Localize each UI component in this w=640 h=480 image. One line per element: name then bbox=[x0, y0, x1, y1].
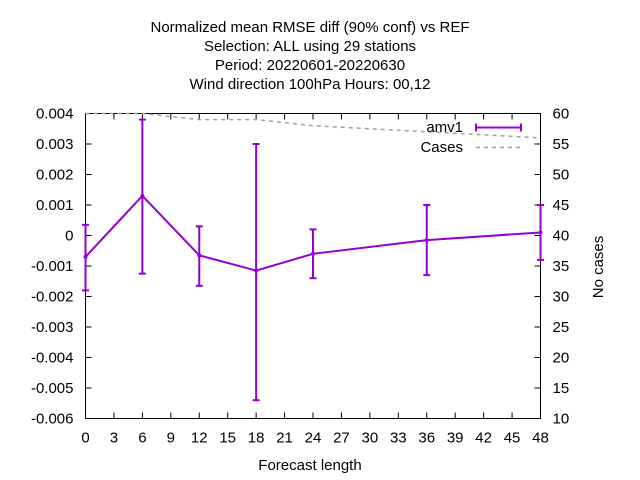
x-tick-label: 18 bbox=[248, 430, 265, 447]
y2-tick-label: 55 bbox=[553, 136, 570, 153]
y2-tick-label: 45 bbox=[553, 197, 570, 214]
x-tick-label: 15 bbox=[219, 430, 236, 447]
chart-title-line-3: Period: 20220601-20220630 bbox=[215, 57, 405, 74]
x-tick-label: 3 bbox=[110, 430, 118, 447]
y-tick-label: 0.003 bbox=[36, 136, 74, 153]
x-tick-label: 39 bbox=[447, 430, 464, 447]
legend-label-amv1: amv1 bbox=[426, 119, 463, 136]
x-tick-label: 42 bbox=[475, 430, 492, 447]
legend-label-cases: Cases bbox=[420, 139, 463, 156]
x-tick-label: 21 bbox=[276, 430, 293, 447]
y2-axis-label: No cases bbox=[590, 236, 607, 299]
series-layer bbox=[82, 112, 544, 402]
amv1-data-point bbox=[197, 253, 202, 258]
ticks-layer: 0 3 6 9 12 15 18 21 24 27 30 33 36 39 42 45 480.0040.003… bbox=[31, 106, 569, 447]
y2-tick-label: 50 bbox=[553, 167, 570, 184]
y2-tick-label: 10 bbox=[553, 411, 570, 428]
y2-tick-label: 40 bbox=[553, 228, 570, 245]
chart-title-line-2: Selection: ALL using 29 stations bbox=[204, 38, 416, 55]
amv1-data-point bbox=[311, 251, 315, 256]
x-tick-label: 45 bbox=[504, 430, 521, 447]
x-axis-label: Forecast length bbox=[258, 457, 361, 474]
amv1-data-point bbox=[538, 230, 543, 235]
y2-tick-label: 20 bbox=[553, 350, 570, 367]
x-tick-label: 24 bbox=[305, 430, 322, 447]
y-tick-label: 0.002 bbox=[36, 167, 74, 184]
y-tick-label: 0.004 bbox=[36, 106, 74, 123]
cases-series-line bbox=[85, 112, 541, 139]
x-tick-label: 48 bbox=[532, 430, 549, 447]
x-tick-label: 27 bbox=[333, 430, 350, 447]
y-tick-label: -0.003 bbox=[31, 319, 74, 336]
amv1-data-point bbox=[140, 193, 145, 198]
amv1-data-point bbox=[83, 254, 88, 259]
x-tick-label: 36 bbox=[418, 430, 435, 447]
y2-tick-label: 30 bbox=[553, 289, 570, 306]
amv1-data-point bbox=[424, 238, 429, 243]
x-tick-label: 33 bbox=[390, 430, 407, 447]
y2-tick-label: 35 bbox=[553, 258, 570, 275]
chart-title-line-1: Normalized mean RMSE diff (90% conf) vs … bbox=[151, 19, 470, 36]
y2-tick-label: 15 bbox=[553, 380, 570, 397]
amv1-data-point bbox=[254, 268, 259, 273]
x-tick-label: 30 bbox=[362, 430, 379, 447]
x-tick-label: 9 bbox=[167, 430, 175, 447]
y-tick-label: -0.004 bbox=[31, 350, 74, 367]
y2-tick-label: 60 bbox=[553, 106, 570, 123]
x-tick-label: 0 bbox=[81, 430, 89, 447]
x-tick-label: 12 bbox=[191, 430, 208, 447]
y-tick-label: -0.006 bbox=[31, 411, 74, 428]
y-tick-label: 0 bbox=[65, 228, 73, 245]
y-tick-label: 0.001 bbox=[36, 197, 74, 214]
legend: amv1 Cases bbox=[420, 119, 522, 156]
y-tick-label: -0.001 bbox=[31, 258, 74, 275]
y-tick-label: -0.005 bbox=[31, 380, 74, 397]
x-tick-label: 6 bbox=[138, 430, 146, 447]
y2-tick-label: 25 bbox=[553, 319, 570, 336]
y-tick-label: -0.002 bbox=[31, 289, 74, 306]
chart-title-line-4: Wind direction 100hPa Hours: 00,12 bbox=[190, 76, 431, 93]
